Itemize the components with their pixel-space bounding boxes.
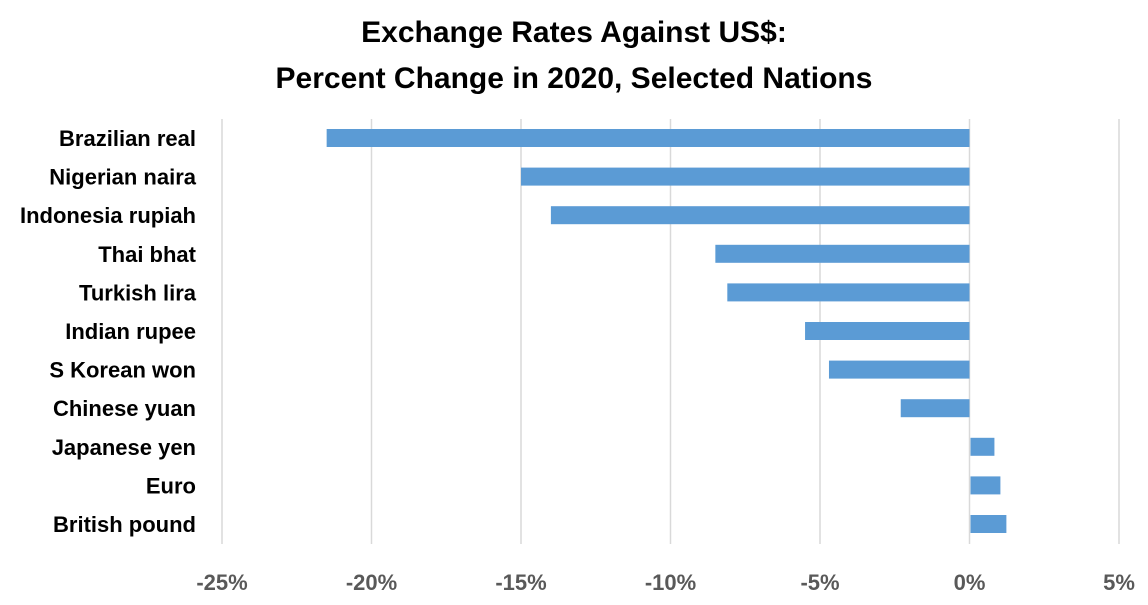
category-label: Japanese yen	[52, 435, 196, 460]
bar	[900, 399, 970, 418]
x-tick-labels: -25% -20% -15% -10% -5% 0% 5%	[196, 570, 1135, 595]
category-label: Thai bhat	[98, 242, 196, 267]
category-label: Turkish lira	[79, 280, 197, 305]
chart-title-line-1: Exchange Rates Against US$:	[361, 16, 787, 49]
category-label: Euro	[146, 473, 196, 498]
gridlines	[221, 119, 1120, 544]
category-label: British pound	[53, 512, 196, 537]
bar	[970, 437, 995, 456]
category-label: Brazilian real	[59, 126, 196, 151]
category-label: Indian rupee	[65, 319, 196, 344]
bars	[326, 129, 1007, 533]
category-label: Indonesia rupiah	[20, 203, 196, 228]
x-tick-label: -10%	[645, 570, 696, 595]
x-tick-label: -20%	[346, 570, 397, 595]
x-tick-label: -5%	[800, 570, 839, 595]
bar	[326, 129, 970, 147]
chart-title-line-2: Percent Change in 2020, Selected Nations	[275, 62, 873, 95]
bar	[805, 322, 970, 340]
category-label: Chinese yuan	[53, 396, 196, 421]
bar	[550, 206, 970, 225]
x-tick-label: 0%	[954, 570, 986, 595]
x-tick-label: 5%	[1103, 570, 1135, 595]
bar	[828, 360, 970, 379]
bar	[727, 283, 970, 302]
category-label: Nigerian naira	[49, 165, 196, 190]
bar	[521, 167, 970, 186]
bar	[715, 244, 970, 263]
bar	[970, 515, 1007, 533]
bar	[970, 476, 1001, 495]
chart-title: Exchange Rates Against US$: Percent Chan…	[0, 10, 1148, 102]
x-tick-label: -15%	[495, 570, 546, 595]
category-labels: Brazilian real Nigerian naira Indonesia ru…	[20, 126, 197, 537]
category-label: S Korean won	[49, 358, 196, 383]
x-tick-label: -25%	[196, 570, 247, 595]
